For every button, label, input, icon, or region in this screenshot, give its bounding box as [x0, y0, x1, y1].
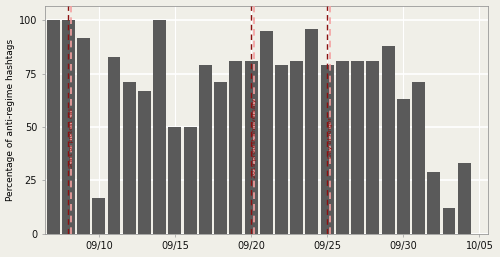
Bar [199, 65, 212, 234]
Bar [138, 91, 151, 234]
Bar [214, 82, 227, 234]
Bar [336, 61, 349, 234]
Bar [320, 65, 334, 234]
Bar [77, 38, 90, 234]
Bar [306, 29, 318, 234]
Bar [260, 31, 273, 234]
Bar [46, 21, 60, 234]
Bar [108, 57, 120, 234]
Bar [412, 82, 425, 234]
Bar [351, 61, 364, 234]
Text: Start of protest call: Start of protest call [69, 107, 74, 168]
Bar [397, 99, 410, 234]
Bar [62, 21, 75, 234]
Text: 2019 protest anniversary: 2019 protest anniversary [252, 98, 257, 178]
Bar [428, 172, 440, 234]
Y-axis label: Percentage of anti-regime hashtags: Percentage of anti-regime hashtags [6, 39, 15, 201]
Bar [442, 208, 456, 234]
Bar [230, 61, 242, 234]
Bar [168, 127, 181, 234]
Bar [290, 61, 303, 234]
Bar [382, 46, 394, 234]
Bar [275, 65, 288, 234]
Bar [458, 163, 470, 234]
Text: Day of Anger: Day of Anger [328, 117, 333, 158]
Bar [244, 61, 258, 234]
Bar [184, 127, 196, 234]
Bar [92, 198, 106, 234]
Bar [123, 82, 136, 234]
Bar [366, 61, 380, 234]
Bar [153, 21, 166, 234]
